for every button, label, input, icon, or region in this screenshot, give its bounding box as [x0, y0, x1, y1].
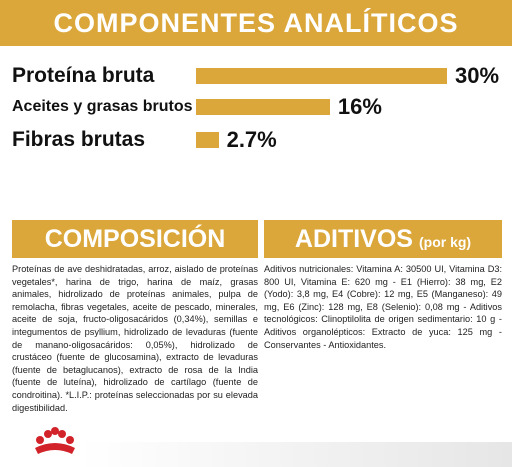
- additives-text: Aditivos nutricionales: Vitamina A: 3050…: [264, 264, 502, 350]
- bar: [196, 132, 219, 148]
- additives-banner: ADITIVOS (por kg): [264, 220, 502, 258]
- bar: [196, 68, 447, 84]
- composition-title: COMPOSICIÓN: [12, 220, 258, 258]
- footer-strip: [80, 442, 512, 467]
- additives-title: ADITIVOS: [294, 224, 413, 253]
- value-label: 16%: [337, 94, 382, 119]
- bar: [196, 99, 330, 115]
- additives-subtitle: (por kg): [418, 234, 472, 250]
- value-label: 2.7%: [226, 127, 277, 152]
- category-label: Proteína bruta: [12, 64, 155, 87]
- composition-text: Proteínas de ave deshidratadas, arroz, a…: [12, 264, 258, 413]
- chart-title: COMPONENTES ANALÍTICOS: [0, 0, 512, 46]
- category-label: Fibras brutas: [12, 128, 146, 151]
- logo: [35, 427, 75, 454]
- value-label: 30%: [455, 63, 500, 88]
- category-label: Aceites y grasas brutos: [12, 98, 193, 115]
